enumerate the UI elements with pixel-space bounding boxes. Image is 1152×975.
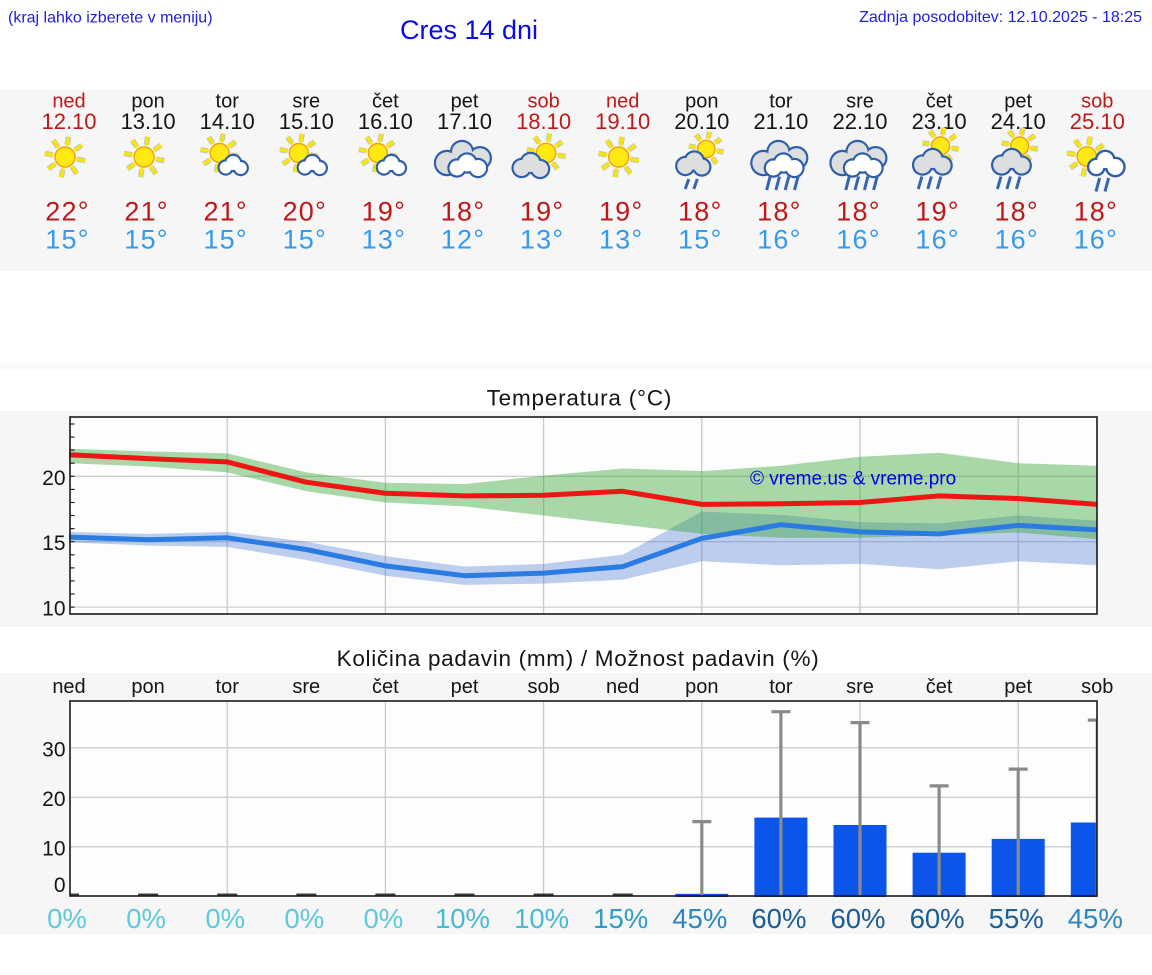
svg-text:sre: sre [846, 676, 874, 698]
svg-text:10%: 10% [435, 903, 490, 934]
svg-text:čet: čet [372, 676, 399, 698]
svg-text:12.10: 12.10 [41, 109, 96, 134]
svg-text:pet: pet [1004, 676, 1032, 698]
svg-text:20: 20 [42, 467, 65, 490]
svg-text:15°: 15° [203, 225, 247, 255]
svg-text:pon: pon [685, 90, 718, 112]
svg-text:0: 0 [54, 874, 66, 897]
svg-text:ned: ned [52, 676, 85, 698]
svg-text:0%: 0% [284, 903, 324, 934]
svg-text:ned: ned [606, 90, 639, 112]
svg-text:16°: 16° [994, 225, 1038, 255]
svg-text:30: 30 [42, 738, 65, 761]
svg-text:čet: čet [372, 90, 399, 112]
svg-text:pet: pet [451, 90, 479, 112]
svg-text:pet: pet [1004, 90, 1032, 112]
svg-text:18°: 18° [441, 197, 485, 227]
svg-text:18°: 18° [1074, 197, 1118, 227]
svg-text:16.10: 16.10 [358, 109, 413, 134]
svg-text:sob: sob [1081, 676, 1113, 698]
svg-text:pon: pon [685, 676, 718, 698]
svg-text:0%: 0% [47, 903, 87, 934]
svg-text:sob: sob [527, 90, 559, 112]
svg-text:16°: 16° [836, 225, 880, 255]
svg-text:17.10: 17.10 [437, 109, 492, 134]
svg-text:21°: 21° [203, 197, 247, 227]
svg-text:22.10: 22.10 [832, 109, 887, 134]
svg-text:13.10: 13.10 [121, 109, 176, 134]
svg-text:pon: pon [131, 676, 164, 698]
svg-text:60%: 60% [830, 903, 885, 934]
svg-text:0%: 0% [126, 903, 166, 934]
svg-text:19.10: 19.10 [595, 109, 650, 134]
svg-text:18°: 18° [757, 197, 801, 227]
svg-text:15.10: 15.10 [279, 109, 334, 134]
svg-text:45%: 45% [1068, 903, 1123, 934]
svg-text:18°: 18° [836, 197, 880, 227]
svg-text:15°: 15° [124, 225, 168, 255]
svg-text:23.10: 23.10 [912, 109, 967, 134]
svg-text:19°: 19° [520, 197, 564, 227]
svg-text:sob: sob [527, 676, 559, 698]
svg-text:0%: 0% [364, 903, 404, 934]
svg-text:60%: 60% [751, 903, 806, 934]
svg-text:Temperatura (°C): Temperatura (°C) [487, 386, 673, 411]
svg-text:16°: 16° [757, 225, 801, 255]
svg-text:13°: 13° [599, 225, 643, 255]
svg-text:18.10: 18.10 [516, 109, 571, 134]
svg-text:20: 20 [42, 788, 65, 811]
svg-text:© vreme.us & vreme.pro: © vreme.us & vreme.pro [750, 469, 956, 490]
svg-text:18°: 18° [678, 197, 722, 227]
svg-text:čet: čet [926, 90, 953, 112]
svg-text:19°: 19° [915, 197, 959, 227]
svg-text:0%: 0% [205, 903, 245, 934]
svg-text:Zadnja posodobitev: 12.10.2025: Zadnja posodobitev: 12.10.2025 - 18:25 [859, 9, 1142, 26]
svg-text:15°: 15° [45, 225, 89, 255]
svg-text:sre: sre [292, 676, 320, 698]
svg-text:18°: 18° [994, 197, 1038, 227]
svg-text:15: 15 [42, 532, 65, 555]
svg-text:25.10: 25.10 [1070, 109, 1125, 134]
svg-text:sre: sre [846, 90, 874, 112]
svg-text:19°: 19° [362, 197, 406, 227]
svg-text:24.10: 24.10 [991, 109, 1046, 134]
svg-text:19°: 19° [599, 197, 643, 227]
svg-text:15°: 15° [283, 225, 327, 255]
svg-text:tor: tor [216, 90, 240, 112]
svg-text:13°: 13° [362, 225, 406, 255]
svg-text:60%: 60% [910, 903, 965, 934]
svg-text:16°: 16° [1074, 225, 1118, 255]
svg-text:45%: 45% [672, 903, 727, 934]
svg-text:20.10: 20.10 [674, 109, 729, 134]
svg-text:15%: 15% [593, 903, 648, 934]
svg-text:10: 10 [42, 598, 65, 621]
svg-text:12°: 12° [441, 225, 485, 255]
svg-text:16°: 16° [915, 225, 959, 255]
svg-text:čet: čet [926, 676, 953, 698]
svg-text:10: 10 [42, 837, 65, 860]
svg-text:14.10: 14.10 [200, 109, 255, 134]
svg-text:ned: ned [52, 90, 85, 112]
svg-text:20°: 20° [283, 197, 327, 227]
svg-text:Količina padavin (mm) / Možnos: Količina padavin (mm) / Možnost padavin … [337, 646, 820, 671]
svg-text:21.10: 21.10 [753, 109, 808, 134]
svg-text:sre: sre [292, 90, 320, 112]
svg-text:55%: 55% [989, 903, 1044, 934]
svg-text:tor: tor [216, 676, 240, 698]
svg-text:21°: 21° [124, 197, 168, 227]
svg-text:13°: 13° [520, 225, 564, 255]
svg-text:15°: 15° [678, 225, 722, 255]
svg-text:pon: pon [131, 90, 164, 112]
svg-text:tor: tor [769, 676, 793, 698]
svg-text:(kraj lahko izberete v meniju): (kraj lahko izberete v meniju) [8, 10, 213, 27]
svg-text:tor: tor [769, 90, 793, 112]
svg-text:22°: 22° [45, 197, 89, 227]
svg-text:ned: ned [606, 676, 639, 698]
svg-text:pet: pet [451, 676, 479, 698]
svg-text:10%: 10% [514, 903, 569, 934]
svg-text:sob: sob [1081, 90, 1113, 112]
svg-text:Cres 14 dni: Cres 14 dni [400, 15, 538, 45]
